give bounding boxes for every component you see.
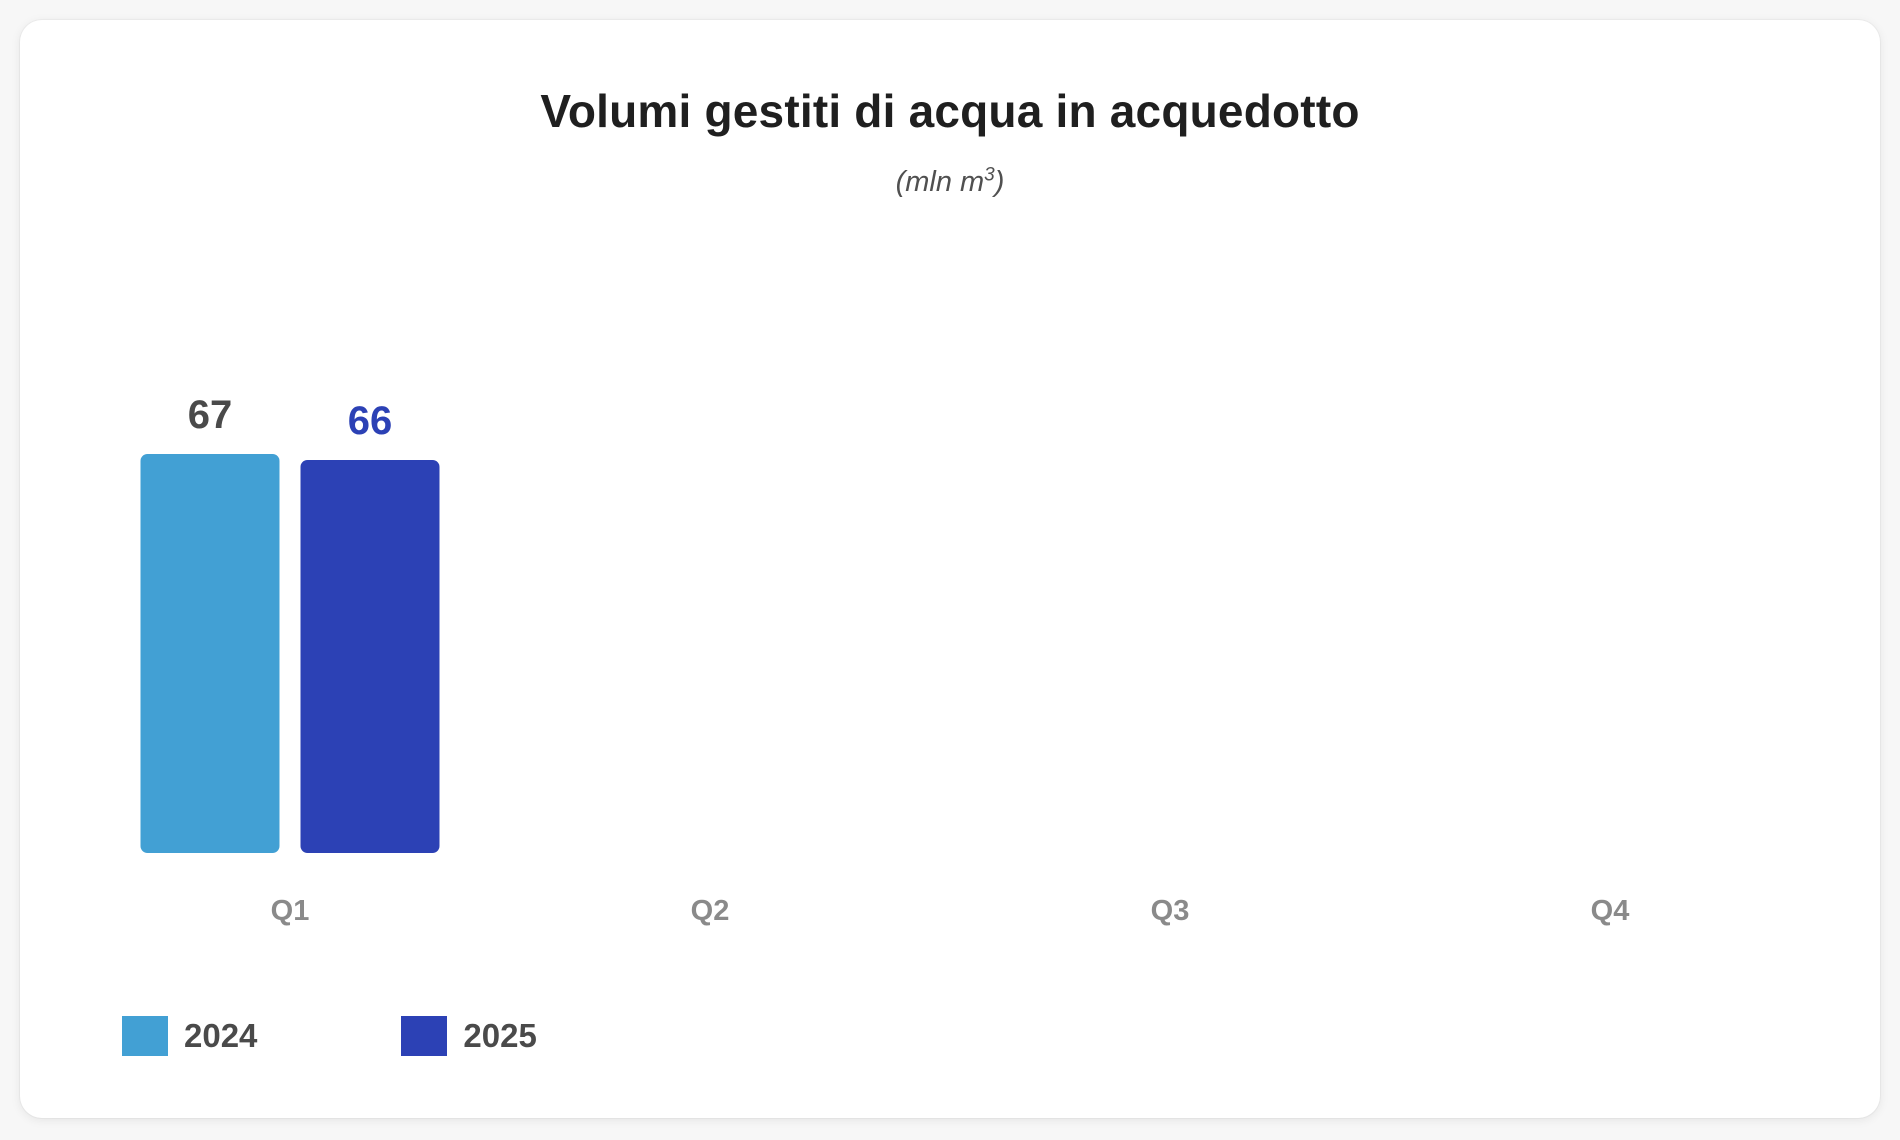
x-tick-label-q3: Q3 — [1151, 895, 1190, 927]
legend-item-2024[interactable]: 2024 — [122, 1016, 257, 1056]
bar-q1-2024[interactable] — [140, 454, 280, 853]
data-label-q1-2024: 67 — [188, 393, 233, 437]
legend-item-2025[interactable]: 2025 — [401, 1016, 537, 1056]
chart-subtitle: (mln m3) — [0, 164, 1900, 199]
x-tick-label-q1: Q1 — [271, 895, 310, 927]
legend-label-2024: 2024 — [184, 1017, 258, 1054]
legend-swatch-2025 — [401, 1016, 448, 1056]
bar-q1-2025[interactable] — [300, 459, 440, 853]
x-tick-label-q4: Q4 — [1591, 895, 1630, 927]
subtitle-prefix: (mln m — [895, 166, 985, 198]
data-label-q1-2025: 66 — [348, 399, 393, 443]
legend: 2024 2025 — [122, 1016, 681, 1056]
subtitle-suffix: ) — [994, 166, 1005, 198]
legend-label-2025: 2025 — [463, 1017, 537, 1054]
subtitle-superscript: 3 — [984, 164, 995, 186]
chart-title: Volumi gestiti di acqua in acquedotto — [540, 85, 1360, 137]
legend-swatch-2024 — [122, 1016, 168, 1056]
x-tick-label-q2: Q2 — [691, 895, 730, 927]
